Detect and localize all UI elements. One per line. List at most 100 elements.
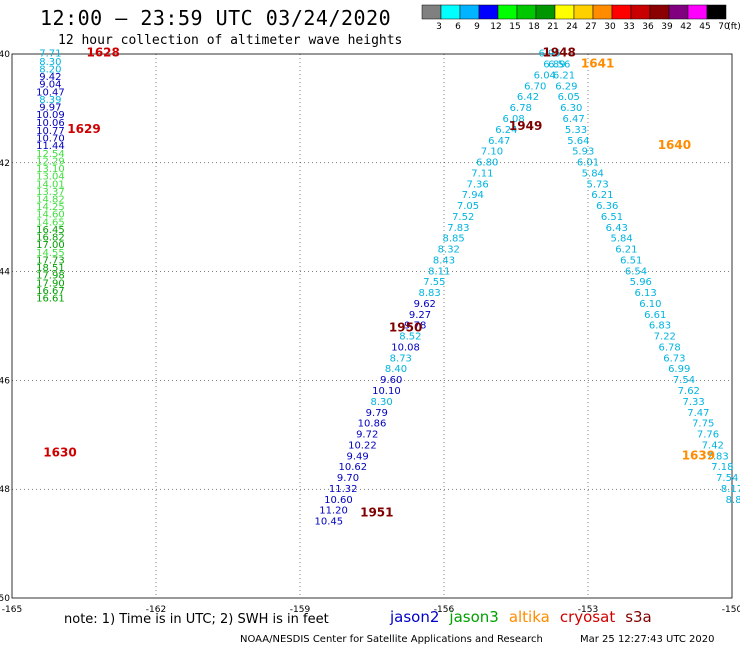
swh-point-label: 6.29 (555, 81, 577, 92)
swh-point-label: 10.22 (348, 440, 377, 451)
swh-point-label: 6.21 (615, 245, 637, 256)
swh-point-label: 6.78 (658, 342, 680, 353)
swh-point-label: 9.72 (356, 430, 378, 441)
swh-point-label: 6.21 (591, 190, 613, 201)
y-tick-label: -50 (0, 594, 10, 604)
swh-point-label: 6.10 (639, 299, 661, 310)
scale-label-9: 9 (474, 22, 480, 32)
scale-label-42: 42 (680, 22, 691, 32)
swh-point-label: 7.55 (423, 277, 445, 288)
swh-point-label: 7.36 (466, 179, 488, 190)
page-title: 12:00 – 23:59 UTC 03/24/2020 (40, 6, 392, 30)
swh-point-label: 8.73 (390, 353, 412, 364)
y-tick-label: -40 (0, 50, 10, 60)
swh-point-label: 9.49 (346, 451, 368, 462)
swh-point-label: 16.45 (36, 225, 65, 236)
swh-point-label: 17.73 (36, 255, 65, 266)
swh-point-label: 13.10 (36, 164, 65, 175)
swh-point-label: 6.04 (534, 70, 556, 81)
x-tick-label: -159 (290, 605, 311, 615)
swh-point-label: 14.65 (36, 217, 65, 228)
swh-point-label: 11.20 (319, 506, 348, 517)
time-label: 1628 (86, 46, 119, 60)
swh-point-label: 6.54 (625, 266, 647, 277)
swh-point-label: 7.83 (447, 223, 469, 234)
swh-point-label: 7.11 (471, 168, 493, 179)
time-label: 1641 (581, 57, 614, 71)
swh-point-label: 8.11 (428, 266, 450, 277)
swh-point-label: 5.93 (572, 147, 594, 158)
swh-point-label: 7.05 (457, 201, 479, 212)
swh-point-label: 12.54 (36, 149, 65, 160)
swh-point-label: 7.83 (706, 451, 728, 462)
time-label: 1949 (509, 119, 542, 133)
swh-point-label: 8.40 (385, 364, 407, 375)
swh-point-label: 9.70 (337, 473, 359, 484)
swh-point-label: 7.52 (452, 212, 474, 223)
satellite-altika: altika (508, 608, 550, 626)
swh-point-label: 9.62 (414, 299, 436, 310)
swh-point-label: 6.70 (524, 81, 546, 92)
swh-point-label: 6.13 (634, 288, 656, 299)
swh-point-label: 14.25 (36, 202, 65, 213)
scale-swatch-70 (706, 4, 727, 20)
swh-point-label: 6.05 (558, 92, 580, 103)
swh-point-label: 6.47 (562, 114, 584, 125)
swh-point-label: 6.56 (548, 60, 570, 71)
swh-point-label: 7.76 (697, 430, 719, 441)
scale-label-18: 18 (528, 22, 540, 32)
swh-point-label: 17.98 (36, 271, 65, 282)
swh-point-label: 11.32 (329, 484, 358, 495)
scale-label-6: 6 (455, 22, 461, 32)
plot-area: -165 -162 -159 -156 -153 -150 -40 -42 -44 -46 -48 -… (0, 46, 740, 615)
swh-point-label: 6.78 (510, 103, 532, 114)
swh-point-label: 6.30 (560, 103, 582, 114)
swh-point-label: 9.42 (39, 72, 61, 83)
swh-point-label: 10.47 (36, 87, 65, 98)
swh-point-label: 6.51 (620, 255, 642, 266)
time-label: 1639 (682, 448, 715, 462)
swh-point-label: 10.70 (36, 134, 65, 145)
swh-point-label: 5.33 (565, 125, 587, 136)
swh-point-label: 6.43 (606, 223, 628, 234)
swh-point-label: 9.79 (366, 408, 388, 419)
swh-point-label: 8.30 (370, 397, 392, 408)
scale-label-27: 27 (585, 22, 596, 32)
swh-point-label: 10.08 (391, 342, 420, 353)
swh-point-label: 11.44 (36, 141, 65, 152)
swh-point-label: 14.82 (36, 195, 65, 206)
swh-point-label: 10.62 (338, 462, 367, 473)
swh-point-label: 9.04 (39, 80, 61, 91)
footer-credit: NOAA/NESDIS Center for Satellite Applica… (240, 634, 543, 645)
swh-point-label: 6.80 (476, 158, 498, 169)
swh-point-label: 7.18 (711, 462, 733, 473)
time-label: 1948 (542, 46, 575, 60)
swh-point-label: 8.17 (721, 484, 740, 495)
y-tick-label: -42 (0, 159, 10, 169)
swh-point-label: 6.21 (553, 70, 575, 81)
swh-point-label: 5.84 (582, 168, 604, 179)
color-scale-legend: 3 6 9 12 15 18 21 24 27 30 33 36 39 42 45 70(ft) (421, 4, 740, 32)
swh-point-label: 7.54 (716, 473, 738, 484)
swh-point-label: 16.67 (36, 286, 65, 297)
satellite-cryosat: cryosat (559, 608, 616, 626)
scale-label-70: 70 (718, 22, 730, 32)
time-label: 1630 (43, 446, 76, 460)
scale-label-30: 30 (604, 22, 616, 32)
x-tick-label: -162 (146, 605, 166, 615)
satellite-jason2: jason2 (390, 608, 440, 626)
swh-point-label: 10.10 (372, 386, 401, 397)
swh-point-label: 8.39 (39, 95, 61, 106)
swh-point-label: 6.51 (601, 212, 623, 223)
swh-point-label: 6.08 (502, 114, 524, 125)
swh-point-label: 7.71 (39, 49, 61, 60)
scale-label-3: 3 (436, 22, 442, 32)
swh-point-label: 6.24 (495, 125, 517, 136)
swh-point-label: 13.37 (36, 187, 65, 198)
x-tick-label: -150 (722, 605, 740, 615)
swh-point-label: 7.94 (462, 190, 484, 201)
swh-point-label: 14.60 (36, 210, 65, 221)
swh-point-label: 7.22 (654, 332, 676, 343)
swh-point-label: 6.83 (649, 321, 671, 332)
y-tick-label: -44 (0, 268, 10, 278)
